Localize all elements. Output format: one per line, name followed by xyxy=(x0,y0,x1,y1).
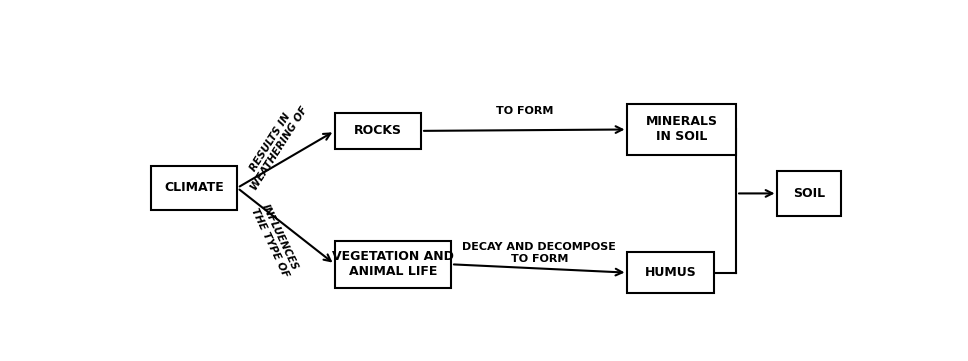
FancyBboxPatch shape xyxy=(151,166,237,210)
FancyBboxPatch shape xyxy=(627,252,713,293)
Text: DECAY AND DECOMPOSE
TO FORM: DECAY AND DECOMPOSE TO FORM xyxy=(463,242,617,264)
Text: TO FORM: TO FORM xyxy=(496,106,553,116)
Text: ROCKS: ROCKS xyxy=(354,125,402,138)
Text: SOIL: SOIL xyxy=(793,187,826,200)
Text: CLIMATE: CLIMATE xyxy=(165,181,224,194)
FancyBboxPatch shape xyxy=(335,113,421,149)
Text: RESULTS IN
WEATHERING OF: RESULTS IN WEATHERING OF xyxy=(240,99,310,192)
FancyBboxPatch shape xyxy=(627,104,737,155)
Text: MINERALS
IN SOIL: MINERALS IN SOIL xyxy=(646,116,718,143)
FancyBboxPatch shape xyxy=(777,171,841,216)
FancyBboxPatch shape xyxy=(335,241,451,288)
Text: VEGETATION AND
ANIMAL LIFE: VEGETATION AND ANIMAL LIFE xyxy=(332,250,454,278)
Text: HUMUS: HUMUS xyxy=(645,266,696,279)
Text: INFLUENCES
THE TYPE OF: INFLUENCES THE TYPE OF xyxy=(249,201,301,279)
